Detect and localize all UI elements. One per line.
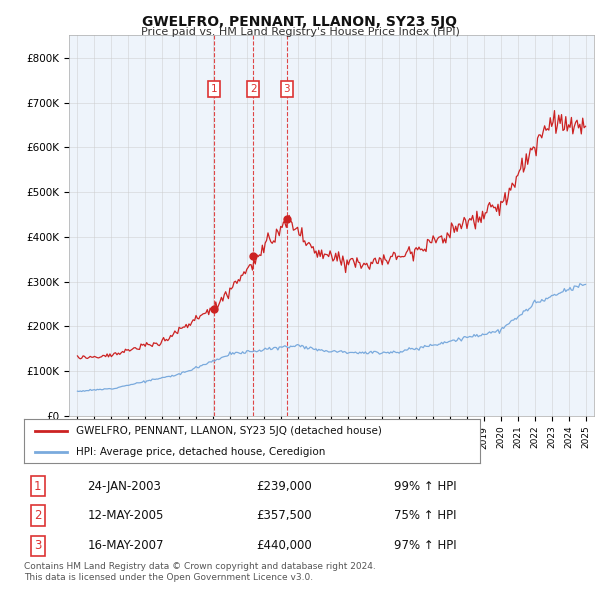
Text: Contains HM Land Registry data © Crown copyright and database right 2024.
This d: Contains HM Land Registry data © Crown c… [24,562,376,582]
Text: £357,500: £357,500 [256,509,311,522]
Text: 2: 2 [250,84,256,94]
Text: 3: 3 [284,84,290,94]
Text: 12-MAY-2005: 12-MAY-2005 [88,509,164,522]
Text: 1: 1 [211,84,217,94]
Text: 24-JAN-2003: 24-JAN-2003 [88,480,161,493]
Text: 97% ↑ HPI: 97% ↑ HPI [394,539,457,552]
Text: £239,000: £239,000 [256,480,311,493]
Text: GWELFRO, PENNANT, LLANON, SY23 5JQ: GWELFRO, PENNANT, LLANON, SY23 5JQ [143,15,458,29]
Text: HPI: Average price, detached house, Ceredigion: HPI: Average price, detached house, Cere… [76,447,326,457]
Text: Price paid vs. HM Land Registry's House Price Index (HPI): Price paid vs. HM Land Registry's House … [140,27,460,37]
Text: 2: 2 [34,509,41,522]
Text: GWELFRO, PENNANT, LLANON, SY23 5JQ (detached house): GWELFRO, PENNANT, LLANON, SY23 5JQ (deta… [76,427,382,436]
Text: 1: 1 [34,480,41,493]
Text: £440,000: £440,000 [256,539,311,552]
Text: 75% ↑ HPI: 75% ↑ HPI [394,509,457,522]
Text: 99% ↑ HPI: 99% ↑ HPI [394,480,457,493]
Text: 3: 3 [34,539,41,552]
Text: 16-MAY-2007: 16-MAY-2007 [88,539,164,552]
